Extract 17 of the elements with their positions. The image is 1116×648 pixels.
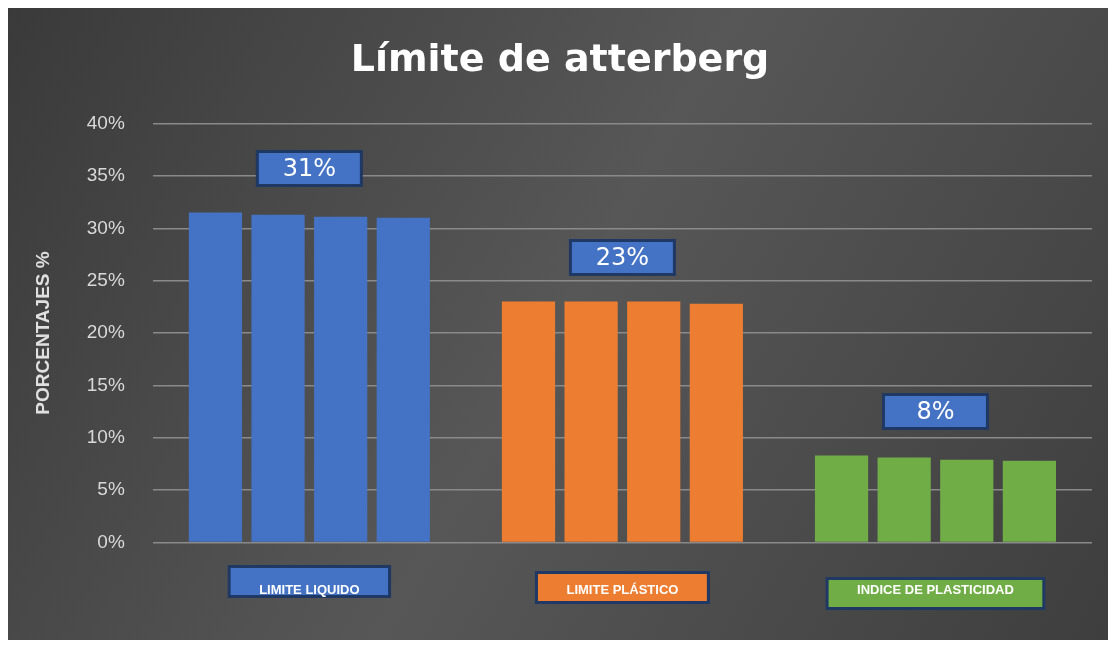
annotation: 23% [595,242,650,271]
y-tick-label: 15% [86,373,125,395]
annotation: 8% [916,396,955,425]
y-tick-label: 40% [86,111,125,133]
y-tick-label: 25% [86,268,125,290]
y-tick-label: 0% [97,530,125,552]
y-tick-label: 10% [86,425,125,447]
x-tick-label: LIMITE PLÁSTICO [566,581,679,597]
y-tick-label: 20% [86,321,125,343]
y-tick-label: 35% [86,164,125,186]
y-tick-label: 5% [97,478,125,500]
y-axis-title: PORCENTAJES % [31,251,53,415]
x-tick-label: LIMITE LIQUIDO [259,581,360,597]
y-tick-label: 30% [86,216,125,238]
annotation: 31% [282,153,337,182]
chart-title: Límite de atterberg [350,35,770,80]
x-tick-label: INDICE DE PLASTICIDAD [857,581,1014,597]
